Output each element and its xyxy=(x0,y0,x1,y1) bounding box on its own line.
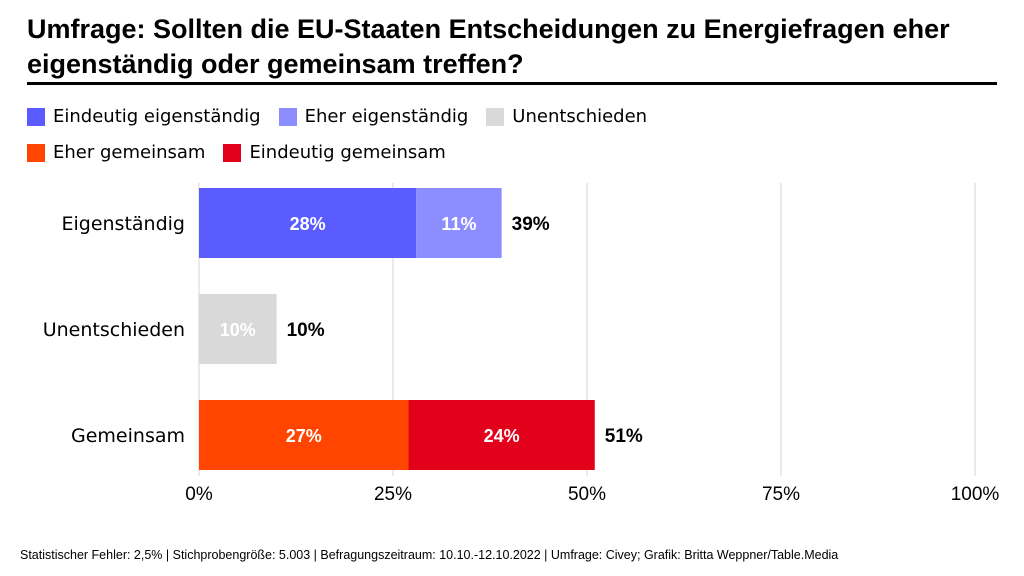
bar-segment xyxy=(416,188,502,258)
x-tick-label: 0% xyxy=(185,484,213,505)
chart-title: Umfrage: Sollten die EU-Staaten Entschei… xyxy=(27,14,950,79)
category-label: Unentschieden xyxy=(43,319,185,341)
legend: Eindeutig eigenständig Eher eigenständig U… xyxy=(27,101,727,173)
x-tick-label: 100% xyxy=(951,484,1000,505)
total-label: 39% xyxy=(512,214,550,235)
bar-segment xyxy=(199,294,277,364)
x-tick-label: 75% xyxy=(762,484,800,505)
category-label: Gemeinsam xyxy=(71,425,185,447)
category-label: Eigenständig xyxy=(61,213,185,235)
title-divider xyxy=(27,82,997,85)
legend-item: Eher eigenständig xyxy=(278,101,469,133)
bar-segment xyxy=(199,188,417,258)
legend-label: Unentschieden xyxy=(512,106,648,127)
legend-item: Eindeutig eigenständig xyxy=(27,101,261,133)
footer-note: Statistischer Fehler: 2,5% | Stichproben… xyxy=(20,548,839,562)
data-label: 27% xyxy=(286,426,322,446)
bar-segment xyxy=(408,400,595,470)
data-label: 24% xyxy=(484,426,520,446)
data-label: 10% xyxy=(220,320,256,340)
data-label: 11% xyxy=(441,214,476,234)
data-label: 28% xyxy=(290,214,326,234)
legend-item: Unentschieden xyxy=(486,101,647,133)
legend-swatch xyxy=(278,108,297,126)
legend-label: Eher eigenständig xyxy=(304,106,469,127)
legend-swatch xyxy=(27,108,45,126)
legend-swatch xyxy=(223,144,242,162)
legend-swatch xyxy=(486,108,505,126)
x-tick-label: 25% xyxy=(374,484,412,505)
legend-item: Eher gemeinsam xyxy=(27,137,205,169)
x-tick-label: 50% xyxy=(568,484,606,505)
total-label: 51% xyxy=(605,426,643,447)
bar-segment xyxy=(199,400,409,470)
legend-label: Eindeutig gemeinsam xyxy=(249,142,446,163)
total-label: 10% xyxy=(287,320,325,341)
legend-label: Eindeutig eigenständig xyxy=(53,106,261,127)
legend-item: Eindeutig gemeinsam xyxy=(223,137,446,169)
legend-label: Eher gemeinsam xyxy=(53,142,206,163)
legend-swatch xyxy=(27,144,45,162)
